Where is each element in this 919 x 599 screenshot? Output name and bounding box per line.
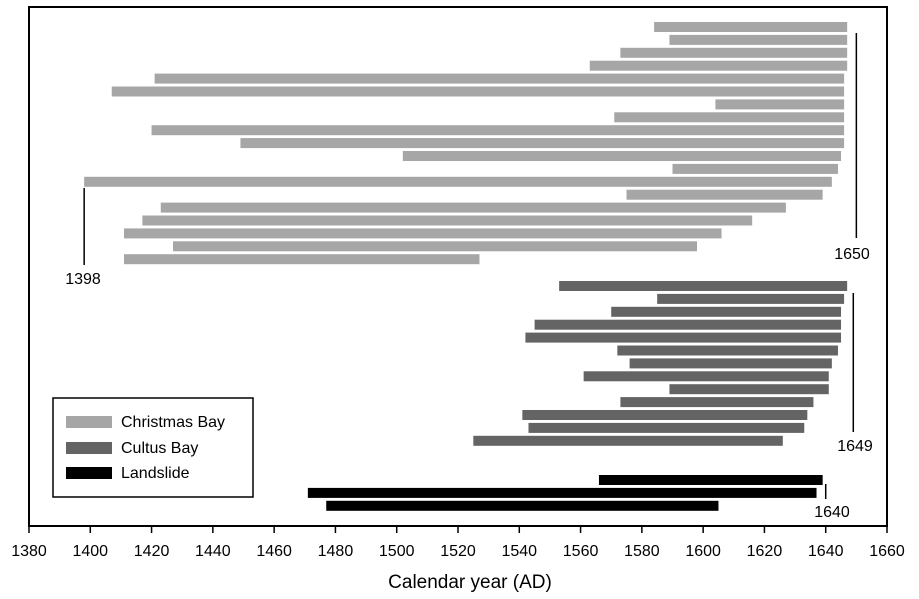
- bar-cultus-bay-7: [629, 358, 832, 369]
- annotation-1650: 1650: [834, 246, 870, 263]
- x-axis-ticks: 1380 1400 1420 1440 1460 1480 1500 1520 1540 1560…: [11, 526, 905, 560]
- bar-christmas-bay-4: [589, 60, 848, 71]
- x-tick-label-1420: 1420: [134, 543, 170, 560]
- x-tick-label-1500: 1500: [379, 543, 415, 560]
- x-tick-label-1520: 1520: [440, 543, 476, 560]
- x-tick-label-1660: 1660: [869, 543, 905, 560]
- bar-cultus-bay-4: [534, 319, 842, 330]
- bar-cultus-bay-12: [528, 422, 805, 433]
- legend-label-landslide: Landslide: [121, 465, 190, 482]
- annotation-1398: 1398: [65, 271, 101, 288]
- bar-cultus-bay-13: [473, 435, 783, 446]
- x-tick-label-1600: 1600: [685, 543, 721, 560]
- bar-christmas-bay-18: [173, 241, 698, 252]
- bar-christmas-bay-7: [715, 99, 845, 110]
- annotation-1640: 1640: [814, 504, 850, 521]
- bar-landslide-1: [598, 475, 823, 485]
- bar-christmas-bay-3: [620, 47, 848, 58]
- x-axis-title: Calendar year (AD): [388, 572, 552, 593]
- bar-cultus-bay-6: [617, 345, 838, 356]
- bar-landslide-2: [307, 487, 817, 498]
- bar-christmas-bay-2: [669, 34, 848, 45]
- bar-christmas-bay-8: [614, 112, 845, 123]
- bar-christmas-bay-5: [154, 73, 845, 84]
- x-tick-label-1480: 1480: [318, 543, 354, 560]
- bar-christmas-bay-14: [626, 189, 823, 200]
- annotation-1649: 1649: [837, 438, 873, 455]
- bar-cultus-bay-2: [657, 293, 845, 304]
- bar-christmas-bay-6: [111, 86, 845, 97]
- x-tick-label-1400: 1400: [72, 543, 108, 560]
- x-tick-label-1620: 1620: [747, 543, 783, 560]
- bars-group: [84, 22, 848, 511]
- bar-christmas-bay-12: [672, 163, 838, 174]
- legend-swatch-cultus-bay: [66, 442, 112, 454]
- bar-christmas-bay-19: [123, 254, 480, 265]
- bar-cultus-bay-10: [620, 397, 814, 408]
- annotation-lines: [83, 33, 858, 499]
- bar-christmas-bay-10: [240, 138, 845, 149]
- bar-christmas-bay-11: [402, 151, 842, 161]
- bar-landslide-3: [326, 500, 719, 511]
- bar-cultus-bay-9: [669, 384, 829, 395]
- x-tick-label-1640: 1640: [808, 543, 844, 560]
- bar-christmas-bay-15: [160, 202, 786, 213]
- bar-christmas-bay-16: [142, 215, 753, 226]
- legend-swatch-landslide: [66, 467, 112, 479]
- bar-cultus-bay-1: [559, 281, 848, 291]
- x-tick-label-1440: 1440: [195, 543, 231, 560]
- legend: Christmas Bay Cultus Bay Landslide: [52, 397, 254, 498]
- bar-christmas-bay-9: [151, 125, 845, 136]
- bar-cultus-bay-3: [611, 306, 842, 317]
- legend-swatch-christmas-bay: [66, 416, 112, 428]
- bar-cultus-bay-5: [525, 332, 842, 343]
- legend-label-christmas-bay: Christmas Bay: [121, 414, 225, 431]
- bar-christmas-bay-13: [84, 176, 832, 187]
- x-tick-label-1460: 1460: [256, 543, 292, 560]
- x-tick-label-1580: 1580: [624, 543, 660, 560]
- legend-label-cultus-bay: Cultus Bay: [121, 440, 198, 457]
- bar-christmas-bay-17: [123, 228, 722, 239]
- bar-christmas-bay-1: [654, 22, 848, 32]
- bar-cultus-bay-11: [522, 410, 808, 420]
- x-tick-label-1380: 1380: [11, 543, 47, 560]
- x-tick-label-1560: 1560: [563, 543, 599, 560]
- x-tick-label-1540: 1540: [501, 543, 537, 560]
- bar-cultus-bay-8: [583, 371, 829, 382]
